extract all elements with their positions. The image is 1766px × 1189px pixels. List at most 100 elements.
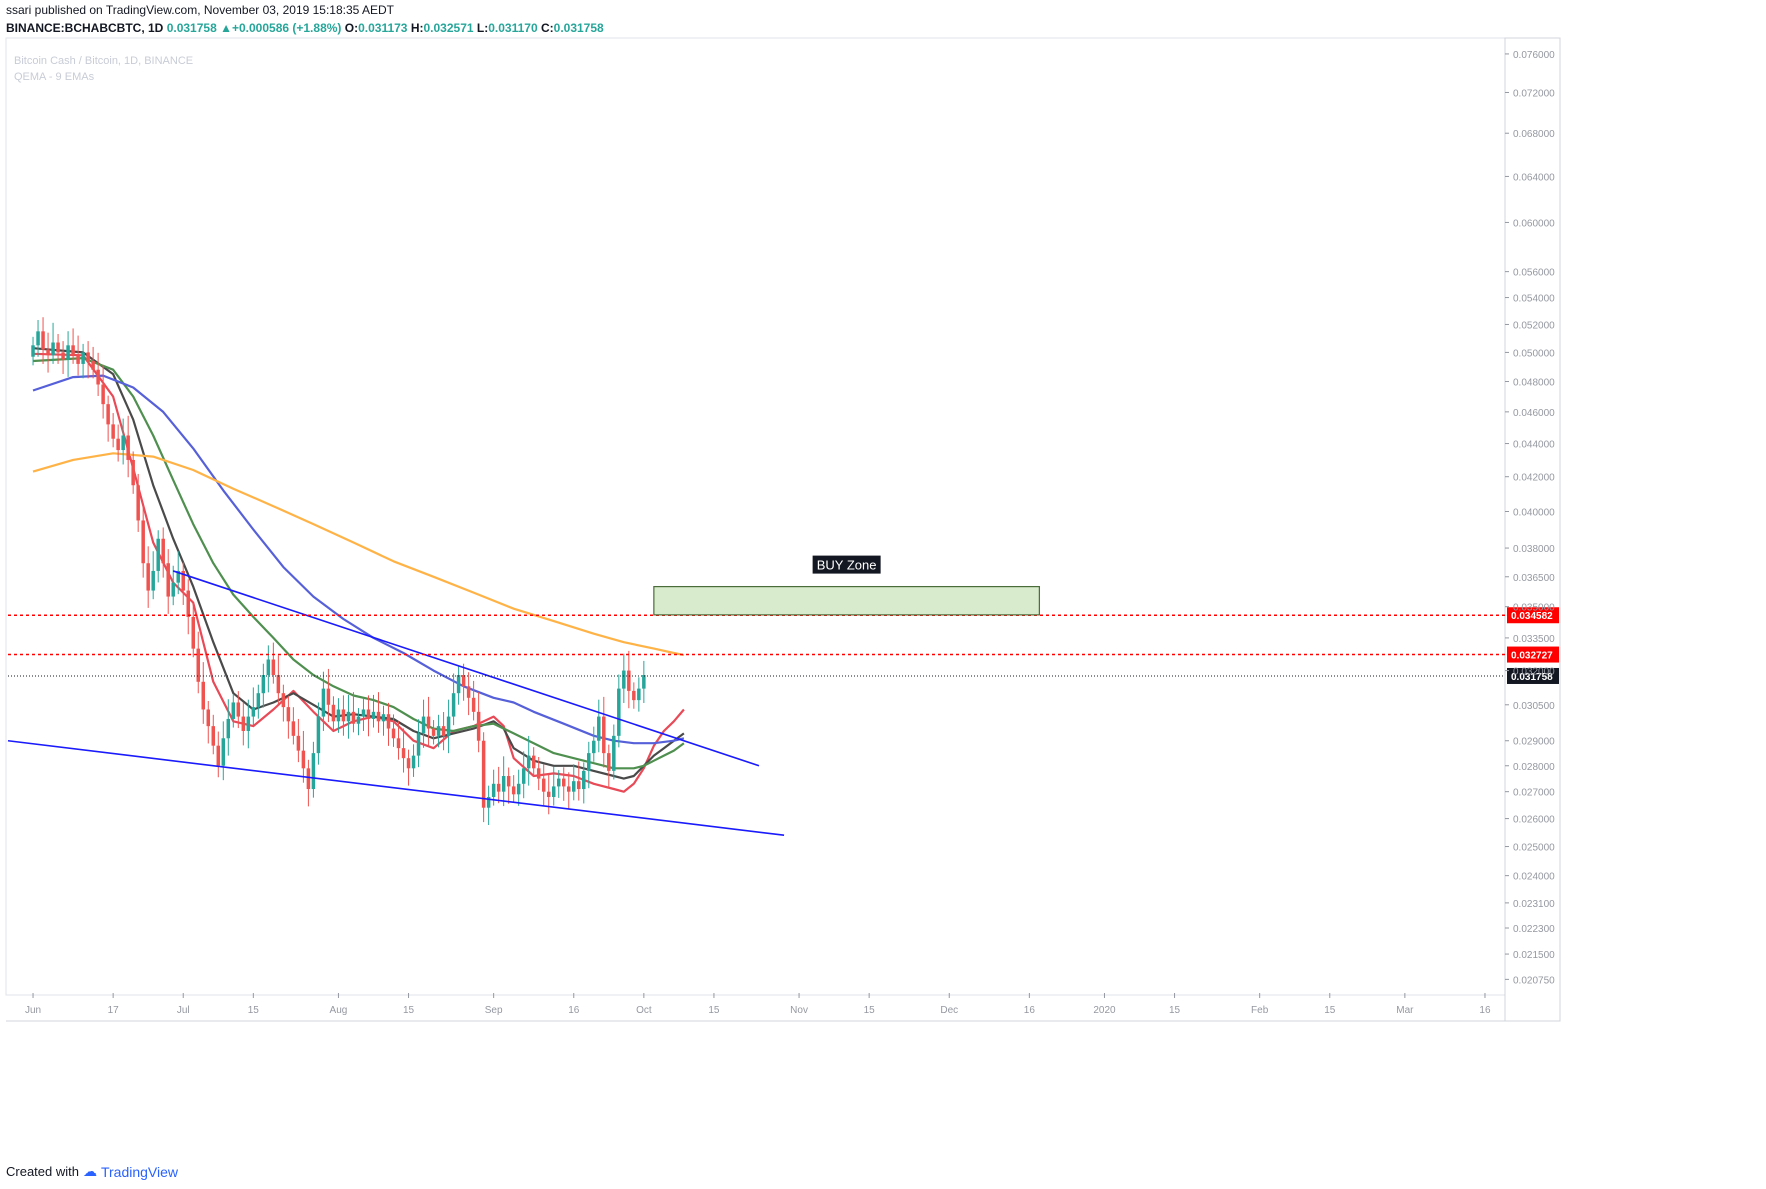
candle-up [572,781,576,792]
symbol-label[interactable]: BINANCE:BCHABCBTC, 1D [6,21,164,35]
candle-down [296,735,301,751]
last-price: 0.031758 [166,21,217,35]
candle-down [236,702,241,717]
candle-up [556,778,561,787]
close-value: 0.031758 [553,21,604,35]
candle-down [76,355,80,364]
candle-down [216,745,221,766]
candle-down [461,675,466,687]
candle-down [566,786,571,792]
candle-up [266,659,271,676]
candle-up [356,716,361,724]
buy-zone[interactable]: BUY Zone [653,555,1040,616]
candle-down [607,753,611,771]
candle-down [291,721,296,736]
watermark-pair: Bitcoin Cash / Bitcoin, 1D, BINANCE [14,55,194,67]
candle-up [176,570,180,583]
candle-down [602,716,606,754]
candle-down [506,776,511,787]
candle-down [211,726,216,746]
candle-down [106,404,110,425]
time-tick-label: 15 [864,1005,876,1016]
resistance-price-label: 0.034582 [1511,611,1553,622]
candle-down [141,520,145,564]
buy-zone-rect[interactable] [653,585,1040,616]
price-tick-label: 0.023100 [1513,899,1555,910]
candle-up [491,783,496,797]
candle-down [426,716,431,729]
candle-down [241,716,246,731]
candle-down [61,352,65,360]
price-tick-label: 0.040000 [1513,507,1555,518]
candles [31,317,646,826]
time-tick-label: 2020 [1093,1005,1116,1016]
candle-down [531,755,536,769]
candle-down [441,726,446,736]
candle-down [341,709,346,722]
candle-up [246,716,251,731]
resistance-levels[interactable]: 0.034582 0.032727 0.031758 [8,607,1559,684]
resistance-price-label: 0.032727 [1511,651,1553,662]
price-tick-label: 0.056000 [1513,268,1555,279]
candle-down [131,459,135,486]
candle-up [516,783,521,795]
candle-up [446,716,451,736]
open-label: O: [344,21,359,35]
candle-down [186,590,190,617]
price-tick-label: 0.028000 [1513,762,1555,773]
candle-up [121,435,125,451]
trendlines[interactable] [7,570,785,837]
candle-up [526,755,531,769]
time-tick-label: Mar [1396,1005,1414,1016]
price-tick-label: 0.068000 [1513,129,1555,140]
candle-down [406,758,411,769]
candle-down [191,616,195,649]
candle-up [637,688,641,701]
candle-up [336,709,341,722]
candle-down [161,538,165,564]
candle-down [56,342,60,353]
candle-down [101,384,105,405]
price-tick-label: 0.022300 [1513,924,1555,935]
time-tick-label: 17 [108,1005,120,1016]
candle-down [401,748,406,759]
price-tick-label: 0.029000 [1513,737,1555,748]
candle-up [261,675,266,694]
trendline[interactable] [7,739,785,837]
candle-down [201,681,206,710]
time-tick-label: 15 [1169,1005,1181,1016]
candle-up [501,776,506,792]
candle-down [96,369,100,385]
candle-up [156,538,160,571]
candle-down [466,686,471,698]
candle-down [206,709,211,727]
candle-up [456,675,461,694]
candle-down [351,711,356,724]
price-tick-label: 0.048000 [1513,378,1555,389]
price-tick-label: 0.054000 [1513,294,1555,305]
candle-up [31,345,35,357]
time-tick-label: Sep [485,1005,503,1016]
candle-down [276,675,281,694]
ema-line-ema_green [32,357,685,770]
price-tick-label: 0.025000 [1513,843,1555,854]
candle-down [281,693,286,708]
candle-up [36,331,40,346]
candle-up [361,709,366,717]
candle-down [136,485,140,521]
candle-up [551,786,556,797]
candle-down [111,424,115,439]
last-price-tag [1507,667,1559,684]
candle-up [371,711,376,719]
candle-up [81,352,85,364]
price-tick-label: 0.042000 [1513,473,1555,484]
tradingview-brand[interactable]: TradingView [100,1163,179,1180]
plot-frame [5,37,1506,996]
candle-up [226,718,231,739]
trendline[interactable] [172,570,760,767]
time-axis[interactable]: Jun 17 Jul 15 Aug 15 Sep 16 Oct 15 Nov 15 Dec 16 2020 1… [25,993,1491,1016]
price-axis[interactable]: 0.076000 0.072000 0.068000 0.064000 0.060000… [1505,50,1555,986]
time-tick-label: 16 [1024,1005,1036,1016]
candle-up [451,693,456,717]
